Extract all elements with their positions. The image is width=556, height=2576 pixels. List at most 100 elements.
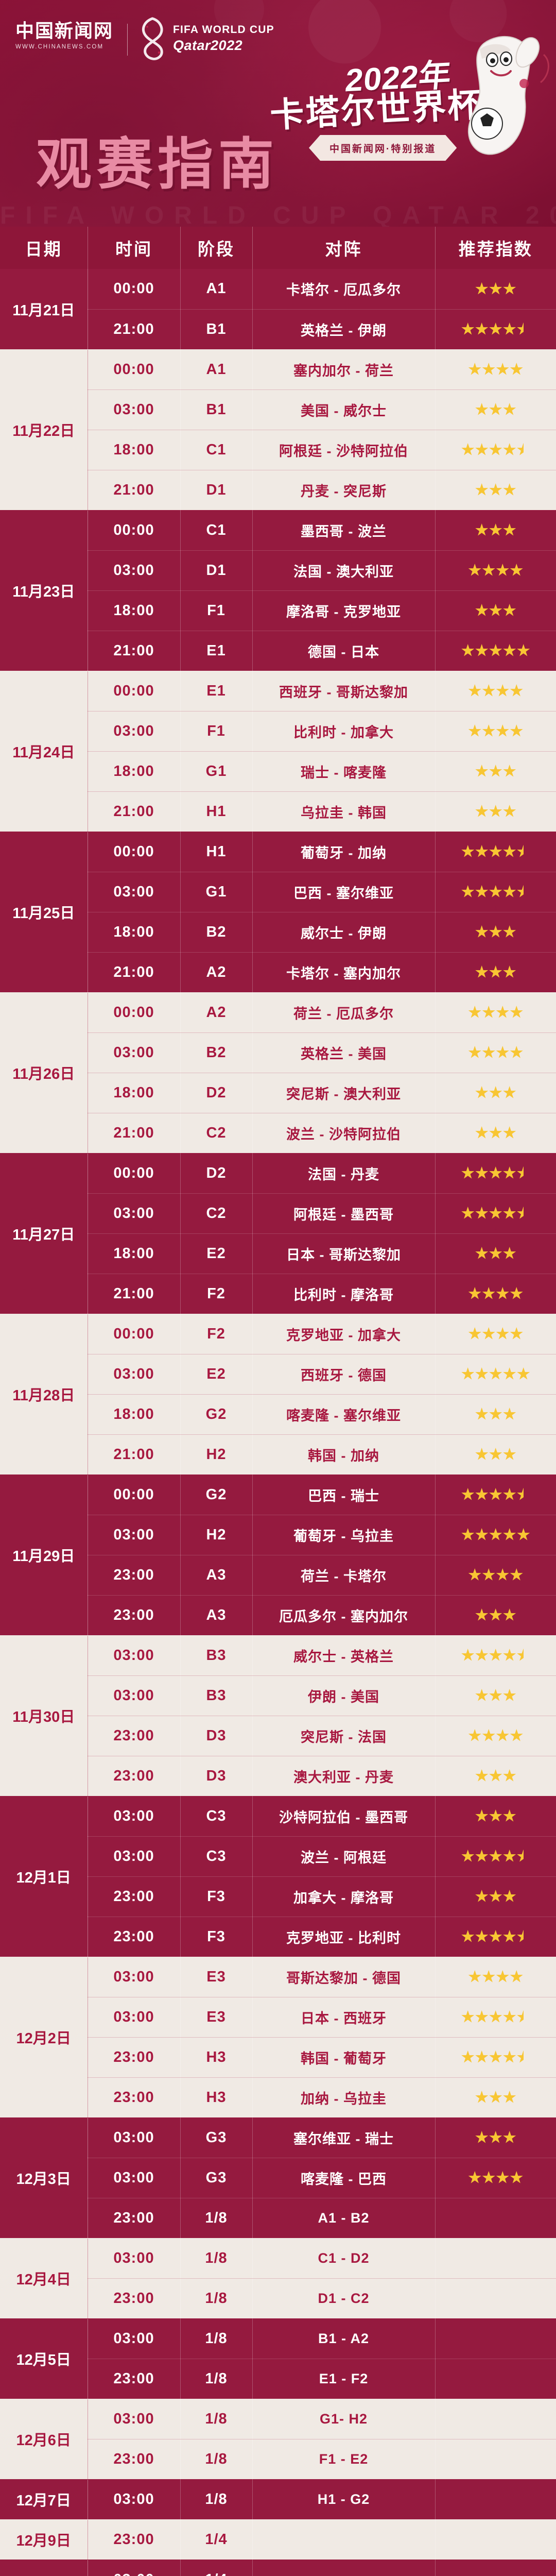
match-teams-cell: 荷兰 - 厄瓜多尔	[252, 992, 436, 1033]
match-teams-cell: 沙特阿拉伯 - 墨西哥	[252, 1796, 436, 1837]
table-row: 23:00 F3 加拿大 - 摩洛哥	[0, 1876, 556, 1917]
match-rating-cell	[435, 550, 556, 591]
match-time-cell: 23:00	[88, 1917, 181, 1957]
match-rating-cell	[435, 2318, 556, 2359]
star-icon	[503, 885, 516, 897]
star-icon	[489, 323, 502, 335]
match-rating-cell	[435, 2278, 556, 2319]
match-teams-cell: G1- H2	[252, 2399, 436, 2439]
match-rating-cell	[435, 1032, 556, 1073]
star-icon	[475, 1890, 489, 1902]
star-icon	[496, 1046, 509, 1058]
table-row: 03:00 C2 阿根廷 - 墨西哥	[0, 1193, 556, 1234]
table-row: 03:00 E3 日本 - 西班牙	[0, 1997, 556, 2038]
match-stage-cell: C1	[180, 430, 253, 470]
match-time-cell: 23:00	[88, 2439, 181, 2480]
match-time-cell: 23:00	[88, 1876, 181, 1917]
match-rating-cell	[435, 2158, 556, 2198]
half-star-icon	[517, 443, 530, 455]
star-icon	[461, 443, 475, 455]
table-row: 12月5日 03:00 1/8 B1 - A2	[0, 2318, 556, 2399]
match-time-cell: 18:00	[88, 751, 181, 792]
table-row: 11月24日 00:00 E1 西班牙 - 哥斯达黎加	[0, 671, 556, 832]
table-row: 23:00 H3 加纳 - 乌拉圭	[0, 2077, 556, 2118]
match-stage-cell: G3	[180, 2117, 253, 2158]
match-teams-cell: 威尔士 - 英格兰	[252, 1635, 436, 1676]
star-icon	[517, 644, 530, 656]
match-stage-cell: 1/8	[180, 2238, 253, 2279]
star-icon	[475, 845, 489, 857]
header-watermark: FIFA WORLD CUP QATAR 2022	[0, 202, 556, 227]
star-icon	[489, 1126, 502, 1139]
match-rating-cell	[435, 2198, 556, 2239]
star-icon	[475, 604, 489, 616]
match-rating-cell	[435, 430, 556, 470]
half-star-icon	[517, 1850, 530, 1862]
star-icon	[510, 1568, 523, 1581]
match-teams-cell: 伊朗 - 美国	[252, 1675, 436, 1716]
rating-stars	[475, 2091, 516, 2104]
star-icon	[468, 1327, 481, 1340]
star-icon	[475, 1166, 489, 1179]
star-icon	[503, 1367, 516, 1380]
star-icon	[461, 845, 475, 857]
match-time-cell: 23:00	[88, 1555, 181, 1596]
match-time-cell: 03:00	[88, 550, 181, 591]
match-rating-cell	[435, 2399, 556, 2439]
half-star-icon	[517, 2010, 530, 2023]
star-icon	[489, 1689, 502, 1701]
match-rating-cell	[435, 1675, 556, 1716]
match-rating-cell	[435, 1434, 556, 1475]
star-icon	[489, 644, 502, 656]
match-teams-cell: E1 - F2	[252, 2359, 436, 2399]
match-teams-cell: B1 - A2	[252, 2318, 436, 2359]
match-stage-cell: G2	[180, 1475, 253, 1515]
match-teams-cell: 加拿大 - 摩洛哥	[252, 1876, 436, 1917]
star-icon	[468, 1046, 481, 1058]
match-rating-cell	[435, 2439, 556, 2480]
match-stage-cell: D1	[180, 470, 253, 511]
match-teams-cell: 西班牙 - 德国	[252, 1354, 436, 1395]
match-teams-cell: 威尔士 - 伊朗	[252, 912, 436, 953]
star-icon	[489, 604, 502, 616]
match-time-cell: 23:00	[88, 2359, 181, 2399]
match-teams-cell: C1 - D2	[252, 2238, 436, 2279]
match-time-cell: 03:00	[88, 2560, 181, 2576]
star-icon	[475, 2050, 489, 2063]
match-rating-cell	[435, 1193, 556, 1234]
match-rating-cell	[435, 1595, 556, 1636]
match-time-cell: 03:00	[88, 1836, 181, 1877]
rating-stars	[475, 1769, 516, 1783]
fifa-line1: FIFA WORLD CUP	[173, 24, 274, 36]
match-date-cell: 11月27日	[0, 1153, 88, 1314]
match-stage-cell: 1/8	[180, 2479, 253, 2520]
star-icon	[475, 1207, 489, 1219]
star-icon	[510, 1729, 523, 1741]
half-star-icon	[517, 885, 530, 897]
rating-stars	[475, 1408, 516, 1421]
rating-stars	[468, 1970, 523, 1984]
match-time-cell: 00:00	[88, 1475, 181, 1515]
star-icon	[461, 1367, 475, 1380]
match-date-cell: 12月10日	[0, 2560, 88, 2576]
star-icon	[468, 2171, 481, 2183]
match-date-cell: 12月1日	[0, 1796, 88, 1957]
match-time-cell: 03:00	[88, 1354, 181, 1395]
star-icon	[468, 1006, 481, 1018]
match-time-cell: 23:00	[88, 2077, 181, 2118]
match-stage-cell: A2	[180, 992, 253, 1033]
table-row: 21:00 E1 德国 - 日本	[0, 631, 556, 671]
table-row: 23:00 1/8 D1 - C2	[0, 2278, 556, 2319]
match-time-cell: 21:00	[88, 791, 181, 832]
star-icon	[489, 443, 502, 455]
match-rating-cell	[435, 1957, 556, 1997]
match-stage-cell: C2	[180, 1113, 253, 1154]
table-row: 18:00 D2 突尼斯 - 澳大利亚	[0, 1073, 556, 1113]
star-icon	[475, 925, 489, 938]
star-icon	[475, 1247, 489, 1259]
rating-stars	[461, 644, 530, 657]
match-stage-cell: B3	[180, 1635, 253, 1676]
table-row: 12月2日 03:00 E3 哥斯达黎加 - 德国	[0, 1957, 556, 2117]
table-row: 23:00 D3 突尼斯 - 法国	[0, 1716, 556, 1756]
star-icon	[503, 2091, 516, 2103]
